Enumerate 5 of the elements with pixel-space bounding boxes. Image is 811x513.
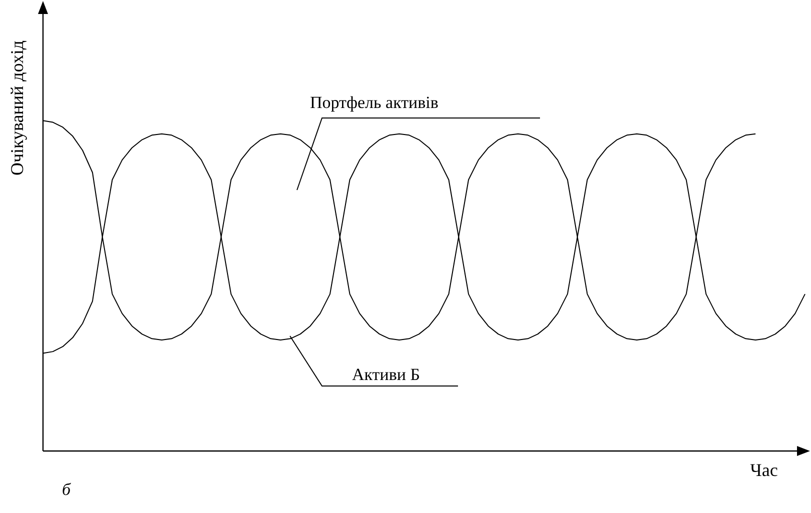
x-axis-title: Час	[750, 460, 778, 480]
text: б	[62, 480, 71, 499]
text: Активи Б	[352, 365, 420, 384]
series-label: Портфель активів	[310, 93, 438, 112]
y-axis-title: Очікуваний дохід	[7, 40, 27, 176]
